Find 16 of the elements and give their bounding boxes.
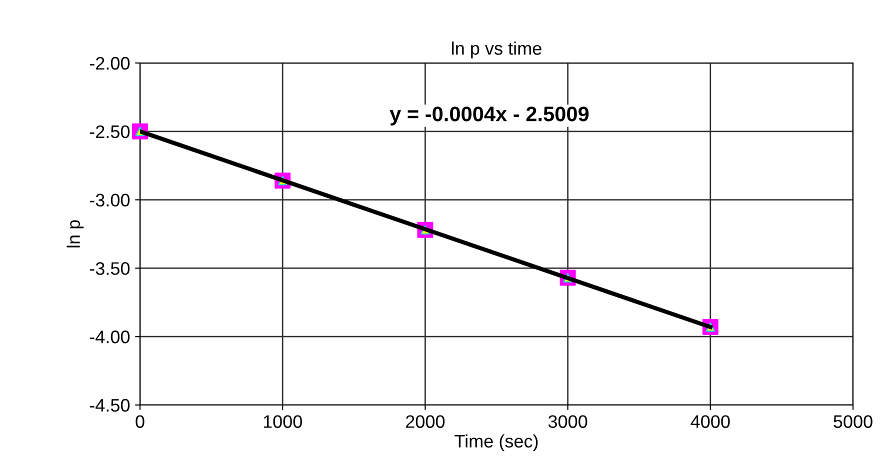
x-tick-label: 2000: [406, 415, 445, 428]
chart-title: ln p vs time: [452, 42, 542, 58]
y-axis-title: ln p: [66, 220, 84, 248]
y-tick-label: -3.00: [90, 194, 130, 207]
annotation: y = -0.0004x - 2.5009: [390, 106, 589, 126]
y-tick-label: -3.50: [90, 262, 130, 275]
y-tick-label: -2.50: [90, 125, 130, 138]
x-tick-label: 4000: [690, 415, 730, 428]
y-tick-label: -2.00: [90, 56, 130, 70]
y-tick-label: -4.00: [90, 330, 130, 344]
x-tick-label: 0: [136, 415, 144, 428]
x-tick-label: 3000: [548, 415, 588, 428]
x-tick-label: 1000: [264, 415, 302, 428]
y-tick-label: -4.50: [90, 398, 130, 412]
x-axis-title: Time (sec): [454, 434, 538, 452]
x-tick-label: 5000: [834, 415, 872, 428]
